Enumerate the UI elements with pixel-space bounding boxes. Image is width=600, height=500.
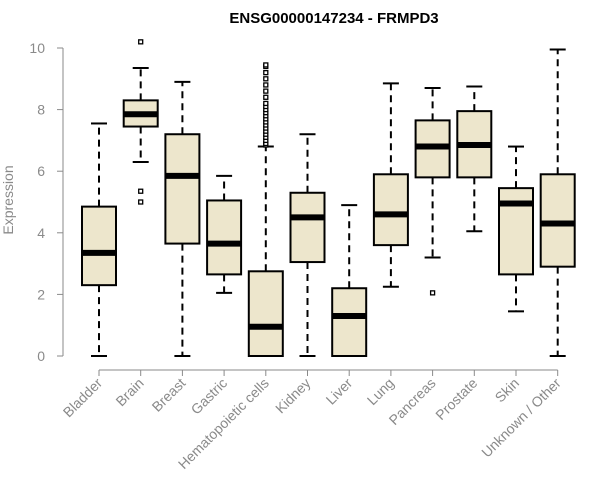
outlier-point (429, 290, 436, 296)
outlier-point (138, 188, 144, 194)
chart-title: ENSG00000147234 - FRMPD3 (229, 10, 438, 27)
box-unknown-other (539, 48, 576, 357)
outlier-point (263, 62, 269, 68)
x-tick-label: Brain (112, 375, 146, 409)
box-lung (372, 82, 409, 288)
box-iqr (372, 173, 409, 247)
outlier-point (263, 76, 269, 82)
box-iqr (289, 191, 326, 264)
outlier-point (263, 69, 269, 76)
box-iqr (164, 133, 201, 245)
box-pancreas (414, 87, 451, 296)
x-tick-label: Breast (149, 375, 189, 415)
box-liver (331, 204, 368, 357)
outlier-point (138, 39, 144, 45)
box-skin (498, 145, 534, 313)
box-iqr (331, 287, 368, 357)
box-brain (122, 39, 159, 205)
y-tick-label: 4 (37, 225, 45, 241)
y-tick-label: 8 (37, 102, 45, 118)
y-tick-label: 0 (37, 348, 45, 364)
box-kidney (289, 133, 326, 357)
x-tick-label: Liver (323, 375, 356, 408)
y-tick-label: 6 (37, 163, 45, 179)
x-tick-label: Unknown / Other (478, 375, 564, 461)
x-tick-label: Lung (364, 375, 397, 408)
y-tick-label: 2 (37, 286, 45, 302)
outlier-point (263, 100, 269, 107)
box-iqr (539, 173, 576, 268)
box-prostate (456, 85, 493, 233)
x-tick-label: Kidney (272, 375, 314, 417)
outlier-point (263, 82, 269, 88)
x-tick-label: Prostate (432, 375, 480, 423)
boxes-group (81, 39, 576, 357)
y-axis: 0 2 4 6 8 10 (29, 40, 64, 364)
box-iqr (247, 270, 284, 357)
box-iqr (81, 205, 117, 287)
y-tick-label: 10 (29, 40, 45, 56)
x-tick-label: Skin (492, 375, 523, 406)
box-hematopoietic-cells (247, 62, 284, 357)
box-breast (164, 80, 201, 357)
box-bladder (81, 122, 117, 357)
y-axis-title: Expression (0, 165, 16, 234)
box-iqr (206, 199, 243, 276)
outlier-point (263, 88, 269, 94)
x-tick-label: Bladder (60, 375, 106, 421)
outlier-point (138, 199, 144, 205)
outlier-point (263, 94, 269, 100)
box-gastric (206, 174, 243, 294)
